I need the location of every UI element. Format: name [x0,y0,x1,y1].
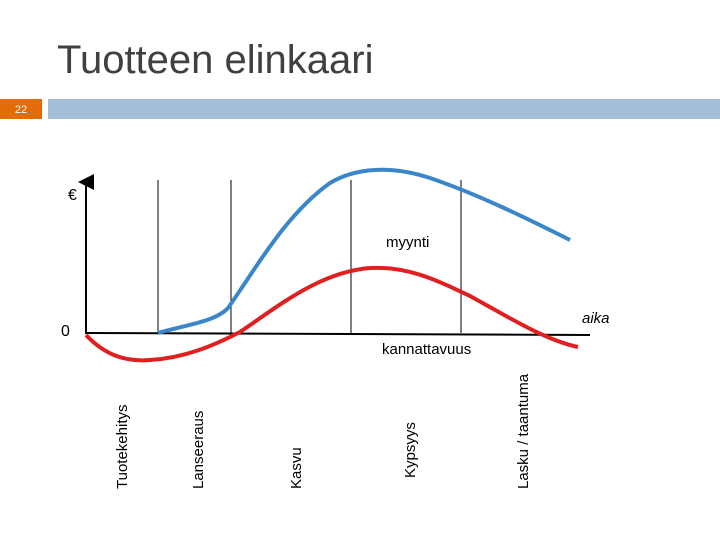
stage-label: Lanseeraus [190,411,207,489]
header-bar [48,99,720,119]
profit-label: kannattavuus [382,341,471,358]
stage-label: Kypsyys [402,422,419,478]
stage-label: Lasku / taantuma [515,373,532,489]
slide-number-box [0,99,42,119]
sales-label: myynti [386,234,429,251]
stage-label: Kasvu [288,447,305,489]
stage-label: Tuotekehitys [114,405,131,490]
y-axis-label: € [68,187,77,204]
profit-curve [84,265,579,363]
slide-number: 22 [15,104,27,116]
title: Tuotteen elinkaari [57,38,373,82]
origin-label: 0 [61,323,70,340]
x-axis [85,332,591,336]
stage-dividers [157,180,462,333]
sales-curve [157,167,571,335]
x-axis-label: aika [582,310,610,327]
